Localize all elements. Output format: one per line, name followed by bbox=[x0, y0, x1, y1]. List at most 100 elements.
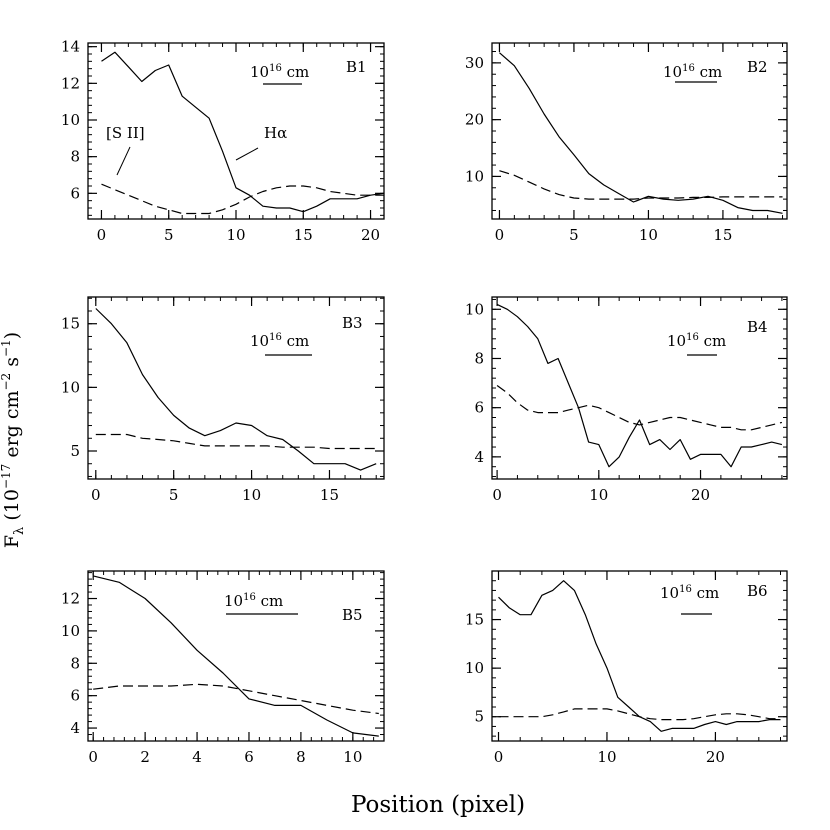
x-tick-label: 15 bbox=[320, 486, 339, 504]
y-tick-label: 12 bbox=[61, 590, 80, 608]
x-tick-label: 0 bbox=[88, 748, 98, 766]
panel-label-b5: B5 bbox=[342, 606, 363, 624]
x-axis-label: Position (pixel) bbox=[351, 792, 525, 818]
scale-bar-base: 10 bbox=[250, 63, 269, 81]
series-halpha-line-b1 bbox=[101, 51, 385, 213]
y-axis-label-lambda: λ bbox=[12, 527, 27, 535]
y-tick-label: 12 bbox=[61, 74, 80, 92]
y-tick-label: 10 bbox=[465, 659, 484, 677]
series-halpha-line-b4 bbox=[496, 303, 783, 468]
panel-label-b3: B3 bbox=[342, 314, 363, 332]
x-tick-label: 6 bbox=[244, 748, 254, 766]
scale-bar-base: 10 bbox=[663, 63, 682, 81]
y-tick-label: 5 bbox=[70, 442, 80, 460]
x-tick-label: 10 bbox=[226, 226, 245, 244]
y-tick-label: 6 bbox=[70, 687, 80, 705]
scale-bar-base: 10 bbox=[224, 592, 243, 610]
y-axis-label-exp3: −1 bbox=[0, 339, 13, 357]
x-tick-label: 0 bbox=[97, 226, 107, 244]
scale-bar-unit: cm bbox=[699, 332, 726, 350]
x-tick-label: 15 bbox=[713, 226, 732, 244]
x-tick-label: 0 bbox=[91, 486, 101, 504]
y-tick-label: 8 bbox=[70, 148, 80, 166]
x-tick-label: 5 bbox=[569, 226, 579, 244]
y-axis-label-flux: F bbox=[1, 535, 23, 548]
x-tick-label: 10 bbox=[597, 748, 616, 766]
x-tick-label: 5 bbox=[169, 486, 179, 504]
scale-bar-unit: cm bbox=[282, 332, 309, 350]
y-axis-label-erg: erg cm bbox=[1, 390, 23, 463]
series-sii-line-b3 bbox=[95, 433, 377, 450]
scale-bar-exponent: 16 bbox=[269, 63, 282, 74]
annotation-label: Hα bbox=[264, 124, 287, 142]
annotation-label: [S II] bbox=[106, 124, 145, 142]
y-axis-label-exp2: −2 bbox=[0, 373, 13, 391]
y-axis-label-s: s bbox=[1, 357, 23, 373]
frame-b6 bbox=[491, 570, 788, 742]
y-tick-label: 10 bbox=[465, 167, 484, 185]
y-tick-label: 30 bbox=[465, 54, 484, 72]
scale-bar-exponent: 16 bbox=[269, 332, 282, 343]
y-tick-label: 5 bbox=[474, 708, 484, 726]
frame-b3 bbox=[87, 296, 385, 480]
scale-bar-base: 10 bbox=[250, 332, 269, 350]
scale-bar-unit: cm bbox=[695, 63, 722, 81]
y-tick-label: 20 bbox=[465, 111, 484, 129]
series-halpha-line-b3 bbox=[95, 308, 377, 471]
annotation-pointer bbox=[235, 147, 259, 161]
series-sii-line-b1 bbox=[101, 183, 384, 215]
scale-bar-unit: cm bbox=[282, 63, 309, 81]
y-tick-label: 6 bbox=[474, 399, 484, 417]
x-tick-label: 10 bbox=[639, 226, 658, 244]
panel-label-b2: B2 bbox=[747, 58, 768, 76]
series-halpha-line-b2 bbox=[499, 52, 783, 214]
panel-label-b1: B1 bbox=[346, 58, 367, 76]
x-tick-label: 4 bbox=[192, 748, 202, 766]
panel-b3: 0 5 10 15 5 10 15 B3 1016 cm bbox=[61, 296, 385, 504]
x-tick-label: 0 bbox=[494, 748, 504, 766]
y-tick-label: 4 bbox=[70, 719, 80, 737]
scale-bar-base: 10 bbox=[660, 584, 679, 602]
frame-b4 bbox=[491, 296, 788, 480]
y-tick-label: 8 bbox=[474, 349, 484, 367]
x-tick-label: 20 bbox=[691, 486, 710, 504]
panel-label-b6: B6 bbox=[747, 582, 768, 600]
x-tick-label: 0 bbox=[492, 486, 502, 504]
series-sii-line-b2 bbox=[499, 170, 783, 200]
y-tick-label: 10 bbox=[61, 111, 80, 129]
frame-b2 bbox=[491, 42, 788, 220]
x-tick-label: 2 bbox=[140, 748, 150, 766]
x-tick-label: 20 bbox=[361, 226, 380, 244]
y-tick-label: 6 bbox=[70, 184, 80, 202]
y-tick-label: 15 bbox=[465, 611, 484, 629]
scale-bar-base: 10 bbox=[667, 332, 686, 350]
scale-bar-label: 1016 cm bbox=[250, 332, 309, 350]
scale-bar-exponent: 16 bbox=[243, 592, 256, 603]
scale-bar-exponent: 16 bbox=[682, 63, 695, 74]
scale-bar-label: 1016 cm bbox=[224, 592, 283, 610]
series-sii-line-b5 bbox=[93, 683, 379, 715]
x-tick-label: 0 bbox=[495, 226, 505, 244]
x-tick-label: 5 bbox=[164, 226, 174, 244]
series-sii-line-b4 bbox=[496, 385, 783, 431]
series-sii-line-b6 bbox=[498, 708, 781, 721]
x-tick-label: 8 bbox=[296, 748, 306, 766]
y-tick-label: 10 bbox=[61, 378, 80, 396]
x-tick-label: 10 bbox=[343, 748, 362, 766]
y-tick-label: 14 bbox=[61, 38, 80, 56]
frame-b5 bbox=[87, 570, 385, 742]
x-tick-label: 15 bbox=[294, 226, 313, 244]
annotation-pointer bbox=[116, 146, 131, 176]
y-axis-label-units: (10 bbox=[1, 489, 23, 527]
scale-bar-label: 1016 cm bbox=[250, 63, 309, 81]
scale-bar-unit: cm bbox=[256, 592, 283, 610]
y-tick-label: 10 bbox=[465, 300, 484, 318]
y-axis-label-close: ) bbox=[1, 332, 23, 339]
y-tick-label: 15 bbox=[61, 315, 80, 333]
